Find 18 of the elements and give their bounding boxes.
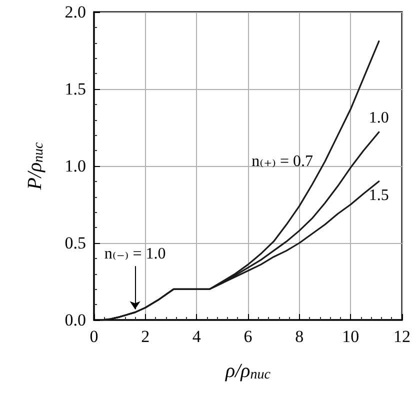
x-tick-label: 8 — [295, 327, 304, 346]
y-tick-label: 1.0 — [64, 156, 86, 176]
y-tick-label: 0.5 — [64, 234, 86, 252]
x-axis-title: ρ/ρnuc — [224, 360, 272, 382]
y-tick-label: 1.5 — [64, 80, 86, 98]
series-label: 1.5 — [368, 186, 389, 204]
y-tick-label: 2.0 — [64, 2, 86, 22]
x-tick-label: 4 — [192, 327, 202, 346]
series-label: 1.0 — [368, 110, 389, 127]
x-tick-label: 0 — [90, 327, 98, 346]
x-tick-label: 2 — [141, 327, 150, 346]
y-axis-title: P/ρnuc — [24, 141, 46, 191]
x-tick-label: 6 — [244, 327, 252, 346]
series-label: n₍₊₎ = 0.7 — [252, 152, 313, 170]
y-tick-label: 0.0 — [64, 310, 86, 330]
annotation: n₍₋₎ = 1.0 — [104, 246, 166, 263]
x-tick-label: 12 — [394, 327, 410, 346]
x-tick-label: 10 — [342, 327, 360, 346]
